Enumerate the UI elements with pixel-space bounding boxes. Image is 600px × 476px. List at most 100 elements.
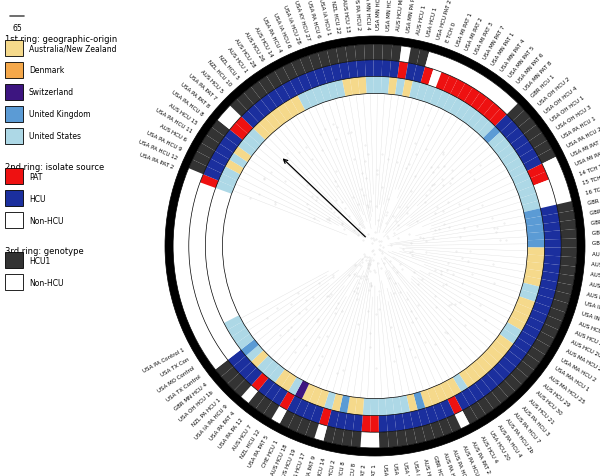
Wedge shape [511, 310, 529, 324]
Wedge shape [457, 84, 473, 102]
Wedge shape [526, 262, 544, 272]
Wedge shape [527, 164, 545, 179]
Wedge shape [509, 344, 527, 361]
Wedge shape [203, 167, 222, 181]
Wedge shape [217, 113, 235, 130]
Text: AUS HCU 31: AUS HCU 31 [577, 320, 600, 337]
Bar [5, 275, 23, 290]
Wedge shape [277, 104, 293, 122]
Wedge shape [413, 426, 426, 444]
Wedge shape [311, 406, 324, 424]
Text: USA HCU PAT 2: USA HCU PAT 2 [436, 0, 453, 40]
Wedge shape [491, 340, 509, 357]
Wedge shape [271, 108, 287, 126]
Wedge shape [298, 74, 312, 92]
Text: USA PA HCU 8: USA PA HCU 8 [170, 89, 204, 117]
Wedge shape [232, 328, 250, 344]
Wedge shape [339, 63, 350, 80]
Wedge shape [220, 137, 238, 153]
Wedge shape [511, 135, 529, 151]
Text: USA MN PAT 8: USA MN PAT 8 [523, 60, 553, 92]
Wedge shape [443, 95, 457, 113]
Wedge shape [241, 386, 258, 403]
Wedge shape [520, 194, 538, 206]
Wedge shape [253, 123, 271, 140]
Bar [5, 213, 23, 228]
Wedge shape [339, 395, 350, 414]
Wedge shape [455, 411, 470, 429]
Wedge shape [374, 77, 382, 94]
Wedge shape [200, 338, 218, 354]
Text: USA PA HCU 6: USA PA HCU 6 [306, 0, 320, 38]
Wedge shape [355, 45, 365, 61]
Wedge shape [290, 78, 305, 96]
Wedge shape [362, 415, 371, 432]
Wedge shape [518, 186, 536, 199]
Text: USA HCU 1: USA HCU 1 [426, 7, 439, 37]
Text: GBR HCU C1-2: GBR HCU C1-2 [432, 454, 448, 476]
Wedge shape [302, 384, 316, 402]
Wedge shape [366, 77, 374, 94]
Bar [5, 41, 23, 57]
Text: GBR HCU 5: GBR HCU 5 [592, 240, 600, 246]
Wedge shape [409, 81, 421, 100]
Wedge shape [230, 124, 248, 140]
Text: AUS HCU 1: AUS HCU 1 [226, 47, 248, 74]
Wedge shape [551, 299, 569, 313]
Wedge shape [470, 402, 486, 420]
Wedge shape [481, 374, 498, 392]
Text: USA MI PAT 7: USA MI PAT 7 [571, 138, 600, 158]
Wedge shape [523, 276, 541, 287]
Text: USA PA PAT 7: USA PA PAT 7 [187, 73, 217, 101]
Wedge shape [316, 389, 329, 408]
Wedge shape [522, 354, 540, 370]
Wedge shape [487, 368, 505, 386]
Text: AUS PA HCU 4: AUS PA HCU 4 [496, 423, 523, 457]
Wedge shape [524, 269, 543, 279]
Wedge shape [206, 128, 224, 144]
Text: AUS HCU MN 1: AUS HCU MN 1 [396, 0, 406, 31]
Text: 14 TCH TEN: 14 TCH TEN [578, 161, 600, 177]
Wedge shape [356, 61, 366, 78]
Wedge shape [518, 331, 536, 347]
Wedge shape [427, 387, 440, 406]
Wedge shape [373, 45, 383, 61]
Text: USA OH HCU 4: USA OH HCU 4 [544, 85, 578, 114]
Text: USA TX Control: USA TX Control [165, 373, 202, 402]
Wedge shape [455, 102, 470, 121]
Wedge shape [379, 416, 388, 432]
Wedge shape [428, 70, 442, 89]
Wedge shape [549, 175, 567, 188]
Wedge shape [280, 410, 295, 428]
Wedge shape [514, 337, 532, 354]
Wedge shape [317, 51, 331, 68]
Text: USA PA HCU 2: USA PA HCU 2 [566, 126, 600, 149]
Wedge shape [402, 80, 413, 98]
Wedge shape [344, 414, 355, 431]
Wedge shape [400, 47, 411, 64]
Wedge shape [468, 384, 484, 402]
Text: USA IA PA HCU 9: USA IA PA HCU 9 [194, 403, 229, 440]
Wedge shape [265, 383, 281, 401]
Wedge shape [495, 115, 513, 133]
Wedge shape [483, 127, 500, 144]
Text: USA MI PAT 1: USA MI PAT 1 [455, 12, 473, 47]
Wedge shape [533, 180, 552, 194]
Text: AUS HCU 14: AUS HCU 14 [253, 26, 274, 58]
Wedge shape [395, 79, 405, 97]
Wedge shape [544, 239, 561, 248]
Wedge shape [227, 350, 246, 367]
Wedge shape [396, 430, 407, 446]
Wedge shape [506, 128, 524, 145]
Wedge shape [529, 310, 548, 324]
Wedge shape [500, 98, 518, 115]
Wedge shape [259, 118, 276, 136]
Wedge shape [410, 410, 422, 428]
Wedge shape [560, 229, 577, 239]
Wedge shape [440, 399, 455, 418]
Text: 15 TCH TEN: 15 TCH TEN [582, 172, 600, 186]
Wedge shape [405, 64, 416, 81]
Wedge shape [302, 402, 316, 421]
Wedge shape [209, 323, 227, 338]
Wedge shape [282, 81, 298, 99]
